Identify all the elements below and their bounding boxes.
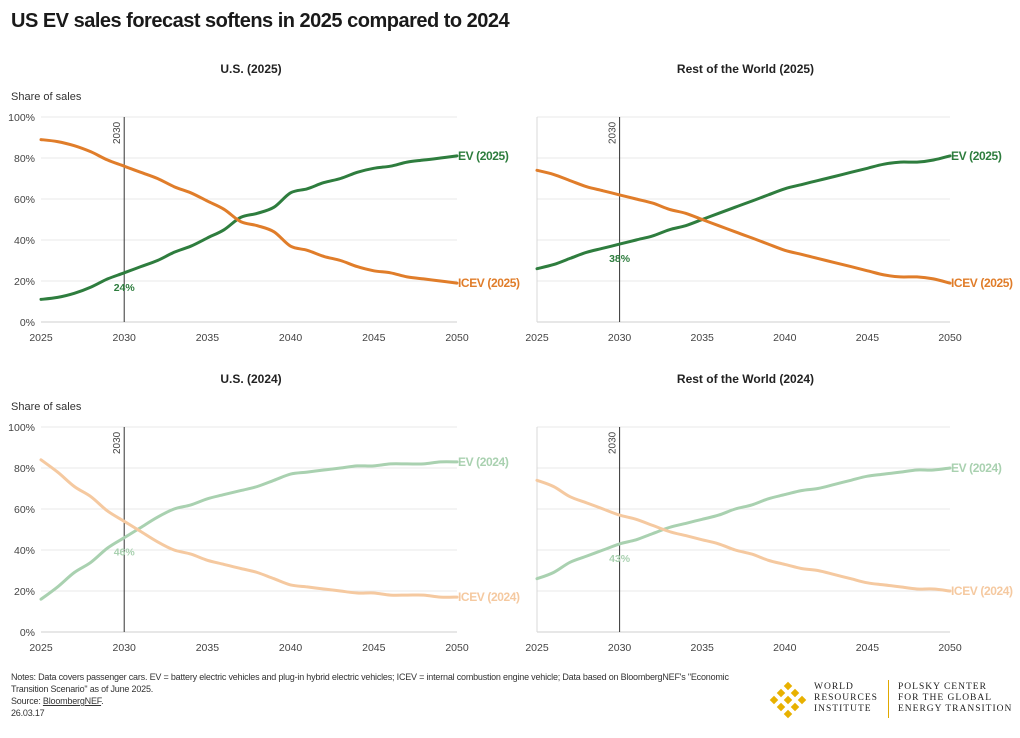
series-line-icev	[39, 138, 459, 285]
ev-2030-annotation: 38%	[609, 253, 631, 265]
y-tick-label: 80%	[14, 153, 35, 165]
logo-divider	[888, 680, 889, 718]
series-line-ev	[535, 466, 952, 581]
reference-line-label: 2030	[608, 121, 619, 144]
series-end-label: EV (2025)	[458, 149, 509, 163]
panel-title: Rest of the World (2024)	[677, 372, 814, 386]
x-tick-label: 2035	[691, 332, 715, 344]
x-tick-label: 2050	[445, 642, 469, 654]
y-tick-label: 0%	[20, 627, 35, 639]
x-tick-label: 2050	[445, 332, 469, 344]
series-end-label: EV (2025)	[951, 149, 1002, 163]
series-line-icev	[535, 478, 952, 593]
polsky-line: Energy Transition	[898, 704, 1013, 714]
footnote-notes: Notes: Data covers passenger cars. EV = …	[11, 672, 729, 694]
x-tick-label: 2035	[691, 642, 715, 654]
y-tick-label: 20%	[14, 276, 35, 288]
x-tick-label: 2050	[938, 642, 962, 654]
series-line-ev	[535, 154, 952, 271]
x-tick-label: 2035	[196, 642, 220, 654]
y-tick-label: 80%	[14, 463, 35, 475]
x-tick-label: 2025	[29, 642, 53, 654]
polsky-line: Polsky Center	[898, 682, 987, 692]
wri-logo-icon	[769, 681, 807, 719]
series-end-label: ICEV (2024)	[458, 590, 520, 604]
x-tick-label: 2040	[279, 332, 303, 344]
wri-line: Institute	[814, 704, 872, 714]
y-axis-label: Share of sales	[11, 401, 82, 413]
page-title: US EV sales forecast softens in 2025 com…	[11, 10, 510, 32]
y-tick-label: 60%	[14, 504, 35, 516]
x-tick-label: 2030	[113, 332, 137, 344]
ev-2030-annotation: 43%	[609, 553, 631, 565]
panel-title: U.S. (2025)	[220, 62, 281, 76]
series-line-ev	[39, 154, 459, 301]
y-tick-label: 40%	[14, 545, 35, 557]
series-end-label: ICEV (2025)	[951, 276, 1013, 290]
x-tick-label: 2045	[856, 332, 880, 344]
x-tick-label: 2035	[196, 332, 220, 344]
polsky-line: for the Global	[898, 693, 993, 703]
y-tick-label: 100%	[8, 112, 35, 124]
series-end-label: ICEV (2025)	[458, 276, 520, 290]
series-end-label: ICEV (2024)	[951, 584, 1013, 598]
y-tick-label: 40%	[14, 235, 35, 247]
series-line-ev	[39, 460, 459, 601]
footnote-date: 26.03.17	[11, 708, 45, 718]
ev-2030-annotation: 46%	[114, 547, 136, 559]
x-tick-label: 2040	[279, 642, 303, 654]
x-tick-label: 2040	[773, 642, 797, 654]
panel-title: Rest of the World (2025)	[677, 62, 814, 76]
x-tick-label: 2030	[608, 642, 632, 654]
series-end-label: EV (2024)	[951, 461, 1002, 475]
source-prefix: Source:	[11, 696, 43, 706]
series-line-icev	[535, 168, 952, 285]
chart-grid: U.S. (2025) Share of sales 0% 20% 40% 60% 80% 1…	[8, 62, 1013, 654]
y-axis-label: Share of sales	[11, 91, 82, 103]
ev-2030-annotation: 24%	[114, 282, 136, 294]
x-tick-label: 2030	[113, 642, 137, 654]
partner-logos: World Resources Institute Polsky Center …	[766, 678, 1016, 722]
series-end-label: EV (2024)	[458, 455, 509, 469]
x-tick-label: 2025	[29, 332, 53, 344]
y-tick-label: 20%	[14, 586, 35, 598]
reference-line-label: 2030	[608, 431, 619, 454]
source-link[interactable]: BloombergNEF	[42, 696, 102, 706]
x-tick-label: 2025	[525, 642, 549, 654]
x-tick-label: 2045	[362, 642, 386, 654]
x-tick-label: 2025	[525, 332, 549, 344]
x-tick-label: 2030	[608, 332, 632, 344]
series-line-icev	[39, 458, 459, 599]
reference-line-label: 2030	[112, 431, 123, 454]
x-tick-label: 2045	[362, 332, 386, 344]
footnote-source: Source: BloombergNEF.	[11, 695, 104, 707]
y-tick-label: 60%	[14, 194, 35, 206]
wri-logo-text: World Resources Institute	[814, 682, 894, 715]
panel-title: U.S. (2024)	[220, 372, 281, 386]
wri-line: World	[814, 682, 854, 692]
x-tick-label: 2045	[856, 642, 880, 654]
reference-line-label: 2030	[112, 121, 123, 144]
polsky-logo-text: Polsky Center for the Global Energy Tran…	[898, 682, 1018, 715]
x-tick-label: 2050	[938, 332, 962, 344]
source-suffix: .	[101, 696, 104, 706]
y-tick-label: 0%	[20, 317, 35, 329]
wri-line: Resources	[814, 693, 878, 703]
x-tick-label: 2040	[773, 332, 797, 344]
y-tick-label: 100%	[8, 422, 35, 434]
